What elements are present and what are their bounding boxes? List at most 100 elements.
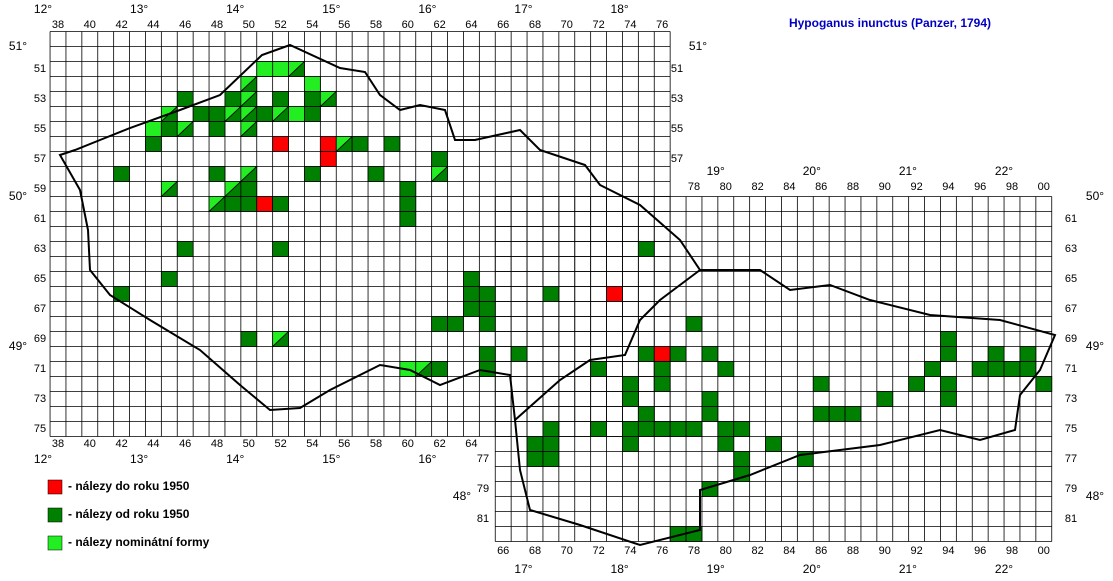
- column-label: 90: [879, 181, 891, 193]
- record-cell: [812, 406, 830, 422]
- column-label: 50: [243, 19, 255, 31]
- legend-label: - nálezy nominátní formy: [68, 535, 210, 549]
- row-label: 51: [671, 63, 683, 75]
- column-label: 50: [243, 438, 255, 450]
- record-cell: [542, 451, 560, 467]
- record-cell: [304, 106, 321, 122]
- column-label: 80: [720, 181, 732, 193]
- record-cell: [542, 436, 560, 452]
- longitude-label: 18°: [611, 562, 629, 576]
- record-cell: [606, 286, 623, 302]
- longitude-label: 12°: [34, 2, 52, 16]
- legend-swatch: [47, 479, 63, 495]
- record-cell: [399, 181, 417, 197]
- record-cell: [288, 106, 305, 122]
- column-label: 58: [370, 19, 382, 31]
- record-cell: [622, 436, 639, 452]
- column-label: 60: [402, 19, 414, 31]
- column-label: 40: [84, 19, 96, 31]
- legend: - nálezy do roku 1950 - nálezy od roku 1…: [47, 479, 210, 551]
- column-label: 48: [211, 438, 223, 450]
- column-label: 38: [52, 438, 64, 450]
- record-cell: [160, 271, 178, 287]
- row-label: 71: [1065, 363, 1077, 375]
- row-label: 61: [34, 213, 46, 225]
- longitude-label: 15°: [322, 452, 340, 466]
- longitude-label: 12°: [34, 452, 52, 466]
- column-label: 40: [84, 438, 96, 450]
- row-label: 81: [1065, 513, 1077, 525]
- record-cell: [463, 271, 480, 287]
- record-cell: [304, 166, 321, 182]
- legend-label: - nálezy od roku 1950: [68, 507, 190, 521]
- record-cell: [717, 361, 735, 377]
- border: [58, 43, 1057, 547]
- record-cell: [478, 301, 496, 317]
- column-label: 68: [529, 545, 541, 557]
- column-label: 74: [624, 19, 636, 31]
- legend-swatch: [47, 535, 63, 551]
- column-label: 82: [751, 545, 763, 557]
- column-label: 62: [433, 438, 445, 450]
- row-label: 67: [34, 303, 46, 315]
- column-label: 88: [847, 181, 859, 193]
- row-label: 73: [34, 393, 46, 405]
- record-cell: [1035, 376, 1053, 392]
- record-cell: [176, 120, 194, 137]
- record-cell: [145, 121, 162, 137]
- column-label: 00: [1038, 545, 1050, 557]
- column-label: 48: [211, 19, 223, 31]
- record-cell: [478, 361, 496, 377]
- longitude-label: 19°: [707, 562, 725, 576]
- record-cell: [272, 196, 289, 212]
- column-label: 62: [433, 19, 445, 31]
- column-label: 60: [402, 438, 414, 450]
- column-label: 64: [465, 19, 477, 31]
- record-cell: [717, 421, 735, 437]
- column-label: 98: [1006, 181, 1018, 193]
- longitude-label: 18°: [611, 2, 629, 16]
- record-cell: [463, 286, 480, 302]
- row-label: 61: [1065, 213, 1077, 225]
- row-label: 65: [1065, 273, 1077, 285]
- row-label: 57: [34, 153, 46, 165]
- longitude-label: 21°: [899, 164, 917, 178]
- record-cell: [653, 376, 671, 392]
- record-cell: [701, 346, 719, 362]
- record-cell: [733, 421, 751, 437]
- record-cell: [430, 165, 448, 182]
- longitude-label: 13°: [130, 452, 148, 466]
- record-cell: [287, 60, 305, 77]
- latitude-label: 49°: [1086, 339, 1104, 353]
- record-cell: [192, 106, 210, 122]
- column-label: 68: [529, 19, 541, 31]
- column-label: 76: [656, 19, 668, 31]
- legend-label: - nálezy do roku 1950: [68, 479, 190, 493]
- record-cell: [844, 406, 862, 422]
- record-cell: [701, 391, 719, 407]
- longitude-label: 16°: [418, 452, 436, 466]
- record-cell: [669, 421, 687, 437]
- record-cell: [272, 91, 289, 107]
- column-label: 56: [338, 438, 350, 450]
- title: Hypoganus inunctus (Panzer, 1794): [789, 16, 991, 30]
- record-cell: [224, 91, 242, 107]
- record-cell: [431, 361, 448, 377]
- row-label: 53: [671, 93, 683, 105]
- record-cell: [367, 166, 385, 182]
- row-label: 65: [34, 273, 46, 285]
- record-cell: [590, 361, 607, 377]
- row-label: 55: [671, 123, 683, 135]
- column-label: 96: [974, 181, 986, 193]
- column-label: 84: [783, 545, 795, 557]
- record-cell: [383, 136, 401, 152]
- longitude-label: 16°: [418, 2, 436, 16]
- record-cell: [526, 436, 544, 452]
- record-cell: [940, 376, 957, 392]
- row-label: 77: [1065, 453, 1077, 465]
- longitude-label: 13°: [130, 2, 148, 16]
- row-label: 67: [1065, 303, 1077, 315]
- longitude-label: 22°: [995, 164, 1013, 178]
- record-cell: [924, 361, 941, 377]
- record-cell: [271, 330, 289, 347]
